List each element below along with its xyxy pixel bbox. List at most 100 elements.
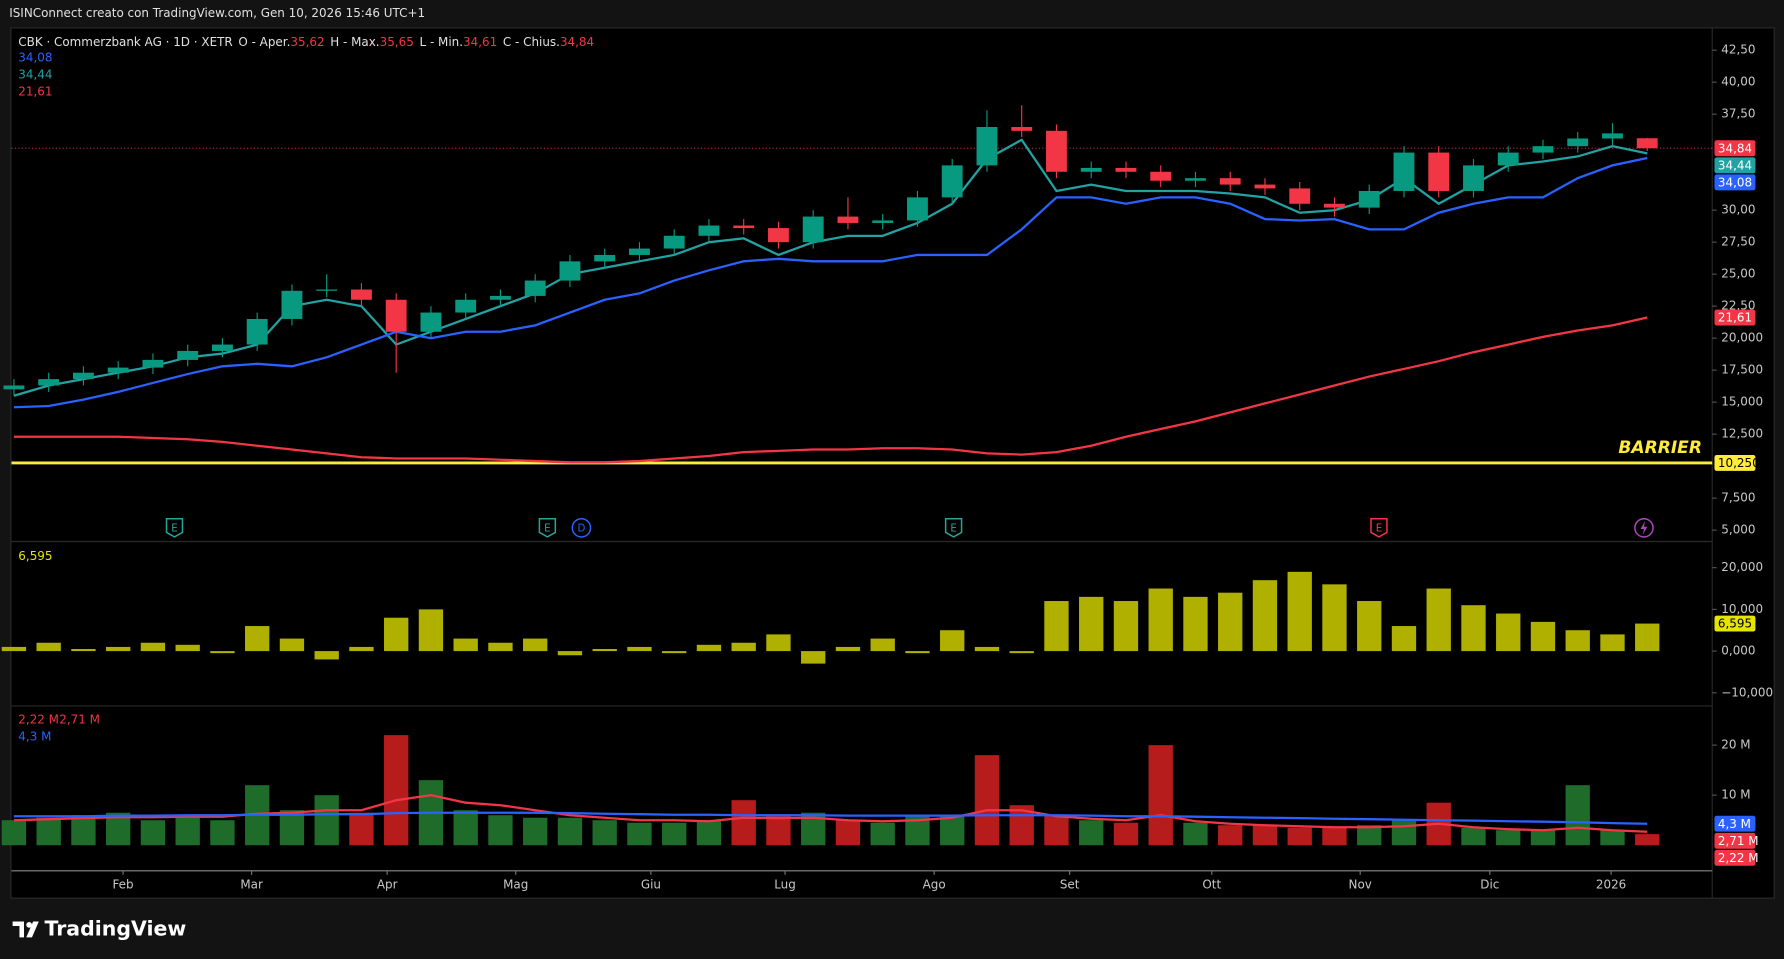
price-label-box: [1714, 454, 1756, 471]
ohlc-label: C - Chius.: [503, 35, 560, 49]
chart-header: CBK · Commerzbank AG · 1D · XETR O - Aper…: [18, 35, 594, 49]
y-tick-label: 17,500: [1721, 363, 1763, 377]
pane-legend-value: 4,3 M: [18, 730, 51, 744]
y-tick-label: 10,000: [1721, 602, 1763, 616]
bar: [71, 815, 96, 846]
candle-body: [872, 220, 894, 223]
event-marker: [165, 518, 184, 538]
bar: [1461, 605, 1486, 652]
candle-body: [941, 165, 963, 198]
candle-body: [768, 228, 789, 243]
legend-value: 34,08: [18, 51, 52, 65]
bar: [835, 820, 861, 846]
y-tick-label: 0,000: [1721, 644, 1755, 658]
bar: [1496, 830, 1521, 846]
legend-value: 21,61: [18, 85, 52, 99]
bar: [140, 642, 166, 652]
bar: [175, 644, 200, 652]
bar: [974, 646, 1000, 652]
pane-legend-value: 2,71 M: [59, 713, 100, 727]
candle-body: [1289, 188, 1311, 204]
bar: [140, 820, 166, 846]
bar: [523, 638, 548, 652]
bar: [1565, 630, 1590, 652]
price-label: 6,595: [1718, 617, 1752, 631]
candle-body: [1567, 138, 1589, 147]
candle-body: [663, 235, 685, 249]
candle-body: [107, 367, 129, 373]
series-line: [13, 316, 1648, 464]
bar: [71, 649, 96, 652]
bar: [974, 755, 1000, 846]
price-label: 4,3 M: [1718, 817, 1751, 831]
bar: [835, 646, 861, 652]
ohlc-value: 34,61: [463, 35, 497, 49]
bar: [592, 649, 617, 652]
bar: [1600, 634, 1625, 652]
ohlc-label: L - Min.: [420, 35, 464, 49]
candle-body: [629, 248, 650, 255]
y-tick-label: 37,50: [1721, 107, 1755, 121]
bar: [627, 822, 652, 846]
bar: [1218, 825, 1243, 846]
candle-body: [3, 385, 25, 390]
bar: [279, 638, 305, 652]
price-label-box: [1714, 615, 1756, 632]
bar: [1357, 601, 1382, 652]
bar: [1322, 827, 1347, 846]
y-tick-label: 5,000: [1721, 523, 1755, 537]
candle-body: [1115, 167, 1137, 172]
barrier-text: BARRIER: [1618, 438, 1702, 458]
price-label-box: [1714, 849, 1756, 866]
bar: [766, 634, 791, 652]
bar: [905, 651, 930, 654]
bar: [1113, 822, 1139, 846]
candle-body: [1185, 178, 1206, 181]
candle-body: [1636, 138, 1658, 149]
y-tick-label: 20,000: [1721, 560, 1763, 574]
bar: [210, 820, 235, 846]
event-marker: [571, 518, 592, 538]
candle-body: [1011, 126, 1033, 131]
bar: [940, 630, 965, 652]
candle-body: [1358, 190, 1380, 208]
bar: [1148, 745, 1173, 846]
ohlc-value: 35,62: [290, 35, 324, 49]
bar: [1357, 825, 1382, 846]
candle-body: [733, 225, 755, 229]
y-tick-label: 27,50: [1721, 235, 1755, 249]
bar: [627, 646, 652, 652]
bar: [592, 820, 617, 846]
bar: [384, 735, 409, 846]
bar: [1, 820, 27, 846]
symbol: CBK · Commerzbank AG · 1D · XETR: [18, 35, 232, 49]
candle-body: [1219, 178, 1241, 185]
price-label: 21,61: [1718, 311, 1752, 325]
bar: [766, 815, 791, 846]
candle-body: [455, 299, 477, 313]
candle-body: [1254, 184, 1276, 189]
x-tick-label: Mag: [503, 878, 528, 892]
bar: [453, 810, 478, 846]
bar: [1635, 834, 1660, 846]
price-label-box: [1714, 815, 1756, 832]
bar: [801, 651, 826, 664]
bar: [1044, 601, 1069, 652]
candle-body: [1080, 167, 1102, 172]
x-tick-label: Giu: [641, 878, 661, 892]
series-line: [13, 794, 1648, 833]
bar: [1044, 815, 1069, 846]
bar: [210, 651, 235, 654]
ohlc-label: H - Max.: [330, 35, 379, 49]
y-tick-label: 22,50: [1721, 299, 1755, 313]
candle-body: [351, 289, 372, 300]
x-tick-label: Dic: [1480, 878, 1499, 892]
event-label: E: [950, 523, 956, 534]
bar: [1009, 651, 1034, 654]
candle-body: [1046, 130, 1067, 172]
candle-body: [594, 254, 616, 262]
x-tick-label: Lug: [774, 878, 796, 892]
candle-body: [1497, 152, 1519, 166]
candle-body: [698, 225, 720, 236]
